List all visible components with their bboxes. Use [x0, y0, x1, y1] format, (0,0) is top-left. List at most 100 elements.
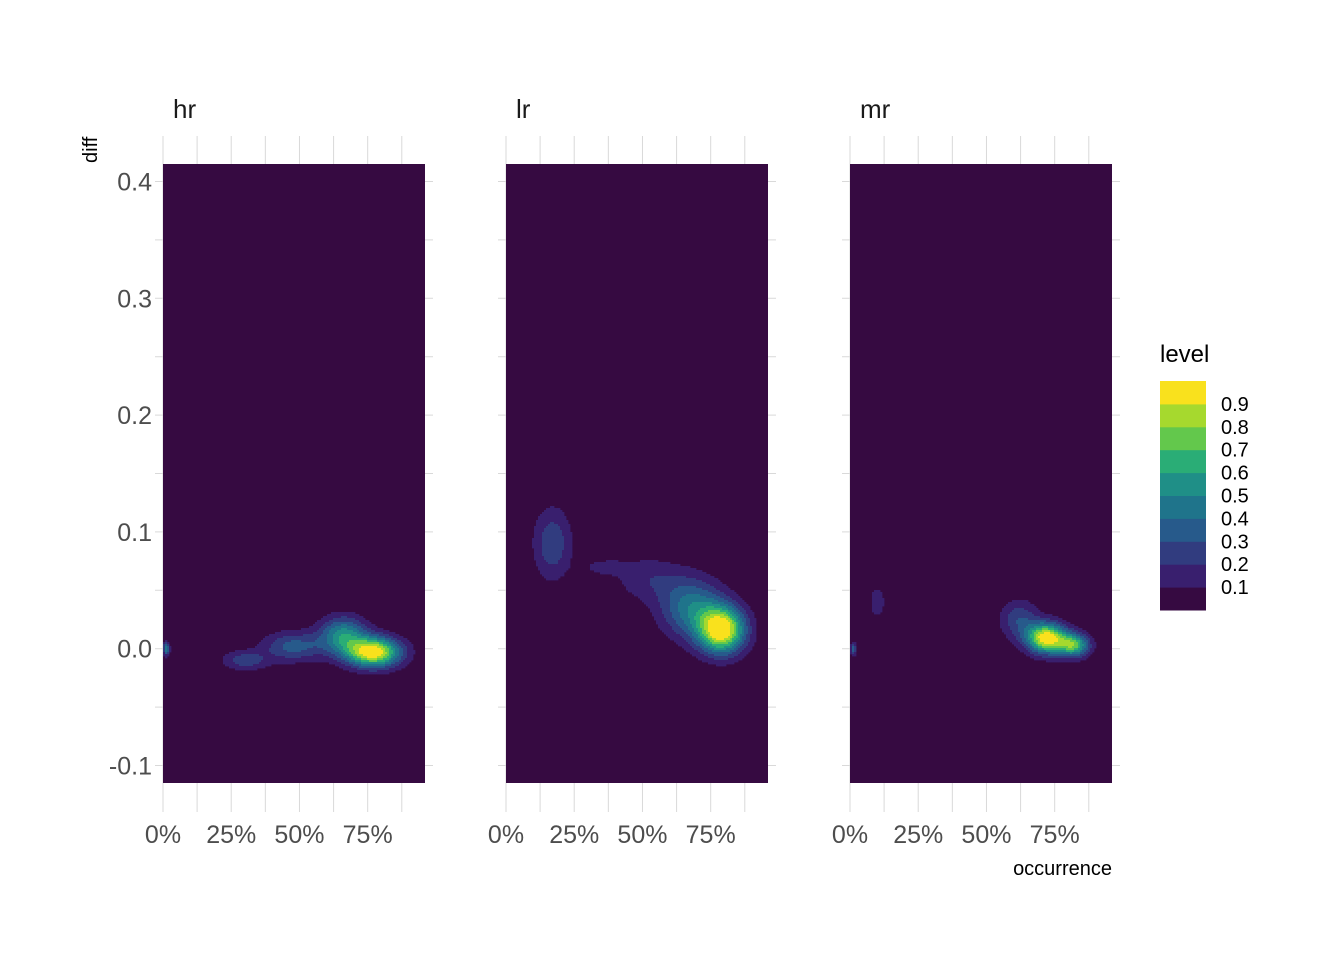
density-cell: [548, 534, 551, 537]
density-cell: [568, 546, 571, 549]
density-cell: [718, 622, 721, 625]
density-cell: [688, 642, 691, 645]
density-cell: [874, 610, 877, 613]
density-cell: [359, 658, 362, 661]
density-cell: [297, 642, 300, 645]
density-cell: [323, 630, 326, 633]
density-cell: [385, 634, 388, 637]
density-cell: [375, 634, 378, 637]
density-cell: [1010, 636, 1013, 639]
density-cell: [874, 592, 877, 595]
density-cell: [742, 640, 745, 643]
density-cell: [347, 654, 350, 657]
density-cell: [628, 582, 631, 585]
density-cell: [367, 658, 370, 661]
density-cell: [275, 632, 278, 635]
density-cell: [728, 608, 731, 611]
density-cell: [387, 638, 390, 641]
density-cell: [684, 570, 687, 573]
density-cell: [686, 572, 689, 575]
density-cell: [335, 638, 338, 641]
density-cell: [329, 638, 332, 641]
density-cell: [722, 656, 725, 659]
density-cell: [712, 650, 715, 653]
density-cell: [646, 596, 649, 599]
density-cell: [534, 532, 537, 535]
density-cell: [307, 630, 310, 633]
density-cell: [365, 636, 368, 639]
density-cell: [560, 564, 563, 567]
density-cell: [369, 642, 372, 645]
density-cell: [712, 644, 715, 647]
density-cell: [261, 664, 264, 667]
density-cell: [1012, 606, 1015, 609]
density-cell: [379, 632, 382, 635]
density-cell: [696, 620, 699, 623]
density-cell: [718, 642, 721, 645]
density-cell: [744, 608, 747, 611]
density-cell: [393, 660, 396, 663]
density-cell: [371, 634, 374, 637]
density-cell: [558, 538, 561, 541]
density-cell: [267, 664, 270, 667]
density-cell: [682, 640, 685, 643]
density-cell: [293, 634, 296, 637]
density-cell: [339, 648, 342, 651]
density-cell: [666, 592, 669, 595]
density-cell: [632, 576, 635, 579]
density-cell: [704, 634, 707, 637]
density-cell: [606, 564, 609, 567]
density-cell: [736, 620, 739, 623]
density-cell: [696, 616, 699, 619]
density-cell: [1004, 608, 1007, 611]
density-cell: [724, 606, 727, 609]
density-cell: [728, 650, 731, 653]
density-cell: [698, 570, 701, 573]
density-cell: [722, 650, 725, 653]
density-cell: [243, 662, 246, 665]
density-cell: [636, 568, 639, 571]
density-cell: [319, 656, 322, 659]
density-cell: [546, 558, 549, 561]
density-cell: [263, 648, 266, 651]
density-cell: [668, 566, 671, 569]
density-cell: [369, 624, 372, 627]
density-cell: [712, 656, 715, 659]
density-cell: [732, 646, 735, 649]
density-cell: [726, 616, 729, 619]
density-cell: [291, 632, 294, 635]
density-cell: [345, 646, 348, 649]
density-cell: [365, 642, 368, 645]
density-cell: [708, 636, 711, 639]
density-cell: [708, 620, 711, 623]
density-cell: [566, 532, 569, 535]
density-cell: [329, 648, 332, 651]
density-cell: [379, 642, 382, 645]
density-cell: [279, 652, 282, 655]
density-cell: [245, 668, 248, 671]
density-cell: [253, 666, 256, 669]
density-cell: [730, 658, 733, 661]
density-cell: [736, 642, 739, 645]
density-cell: [728, 622, 731, 625]
density-cell: [716, 640, 719, 643]
density-cell: [660, 570, 663, 573]
density-cell: [291, 636, 294, 639]
density-cell: [325, 646, 328, 649]
density-cell: [345, 612, 348, 615]
density-cell: [1018, 640, 1021, 643]
density-cell: [377, 630, 380, 633]
density-cell: [724, 614, 727, 617]
density-cell: [696, 644, 699, 647]
density-cell: [327, 622, 330, 625]
density-cell: [854, 642, 857, 645]
density-cell: [678, 614, 681, 617]
density-cell: [556, 516, 559, 519]
density-cell: [321, 618, 324, 621]
density-cell: [698, 612, 701, 615]
density-cell: [598, 568, 601, 571]
density-cell: [1018, 644, 1021, 647]
density-cell: [666, 598, 669, 601]
density-cell: [319, 630, 322, 633]
density-cell: [708, 622, 711, 625]
